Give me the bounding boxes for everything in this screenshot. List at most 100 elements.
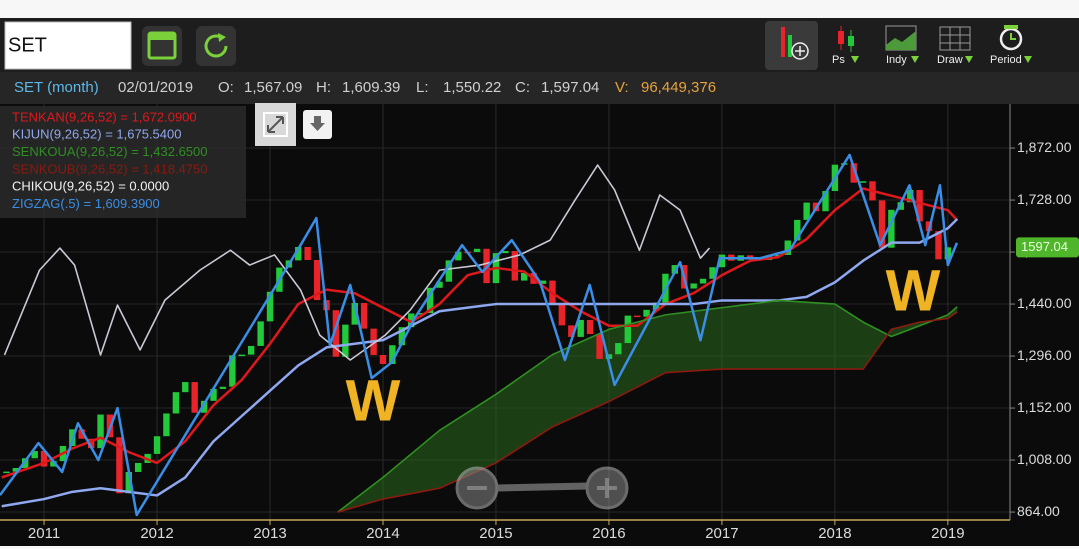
icon-grid [939,26,971,51]
info-value: 1,609.39 [342,79,400,96]
candle [257,321,264,346]
expand-icon [263,112,288,137]
ps-button[interactable]: Ps [832,26,859,66]
candle [907,189,914,203]
candle [690,283,697,289]
x-tick-label: 2014 [366,525,399,542]
indicator-line [337,299,958,513]
candle [473,248,481,253]
info-date: 02/01/2019 [118,79,193,96]
candle [859,181,867,183]
candle [436,281,443,288]
candle [586,319,594,335]
candle [40,451,48,467]
button-bg [196,26,236,66]
candle [50,461,57,467]
bottom-strip [0,546,1079,549]
info-bar [0,72,1079,104]
candle [699,278,707,284]
indicator-line [0,153,959,517]
candle [417,313,424,315]
info-label: C: [515,79,530,96]
toolbar-label: Indy [886,54,907,66]
candle [502,250,509,254]
candle [521,273,528,281]
candle [351,302,358,325]
y-tick-label: 1,440.00 [1017,295,1072,311]
legend-entry: SENKOUA(9,26,52) = 1,432.6500 [12,144,207,159]
candle [304,247,311,260]
legend-box [0,106,246,218]
zoom-slider[interactable] [455,466,629,510]
candle [822,191,829,212]
annotation: W [346,368,401,433]
candle [511,250,519,281]
candle [191,382,198,413]
x-tick-label: 2019 [931,525,964,542]
icon-bar [788,35,792,57]
annotation: W [886,258,941,323]
symbol-input[interactable] [4,21,132,70]
candle [97,414,104,449]
period-button[interactable]: Period [990,25,1032,66]
y-tick-label: 1,008.00 [1017,451,1072,467]
candle [633,315,641,318]
download-button[interactable] [303,110,332,139]
calendar-icon-top [149,33,175,40]
candle [398,327,406,346]
candle [794,219,801,241]
candle [229,355,236,387]
candle [455,251,462,261]
info-value: 1,567.09 [244,79,302,96]
last-price-box [1016,237,1079,258]
candle [313,260,321,301]
chart-type-button[interactable] [765,21,818,70]
legend-entry: CHIKOU(9,26,52) = 0.0000 [12,179,169,194]
candle [718,254,726,268]
candle [172,392,180,414]
candle [746,255,754,259]
dropdown-arrow [1024,56,1032,63]
y-tick-label: 1,152.00 [1017,399,1072,415]
refresh-icon [204,34,228,58]
indy-button[interactable]: Indy [885,25,919,66]
x-tick-label: 2016 [592,525,625,542]
candle [445,260,453,282]
candle [21,458,29,468]
candle [671,265,679,274]
last-price: 1597.04 [1016,237,1079,258]
toolbar-label: Ps [832,54,845,66]
download-icon [310,116,325,131]
calendar-button[interactable] [142,26,182,66]
indicator-line [1,218,959,508]
info-value: 96,449,376 [641,79,716,96]
y-tick-label: 1,872.00 [1017,139,1072,155]
candle [379,354,387,364]
candle [615,343,622,355]
refresh-button[interactable] [196,26,236,66]
candle [888,209,895,248]
candle [426,287,434,314]
candle [87,438,95,449]
expand-button[interactable] [255,103,296,146]
candle [605,354,613,359]
candle [3,471,10,474]
x-tick-label: 2013 [253,525,286,542]
y-tick-label: 1,296.00 [1017,347,1072,363]
candle [332,310,340,357]
candle [596,334,603,359]
candle [408,313,415,328]
candle [577,319,584,337]
candle [125,471,132,494]
symbol-input-text: SET [8,34,47,56]
ichimoku-cloud [337,300,958,513]
candle [219,386,227,389]
candle [266,291,274,322]
candle [78,429,85,439]
legend-entry: TENKAN(9,26,52) = 1,672.0900 [12,109,197,124]
legend: TENKAN(9,26,52) = 1,672.0900 KIJUN(9,26,5… [12,109,207,211]
draw-button[interactable]: Draw [937,26,973,66]
candle [624,315,632,344]
toolbar-label: Period [990,54,1022,66]
legend-entry: KIJUN(9,26,52) = 1,675.5400 [12,127,181,142]
